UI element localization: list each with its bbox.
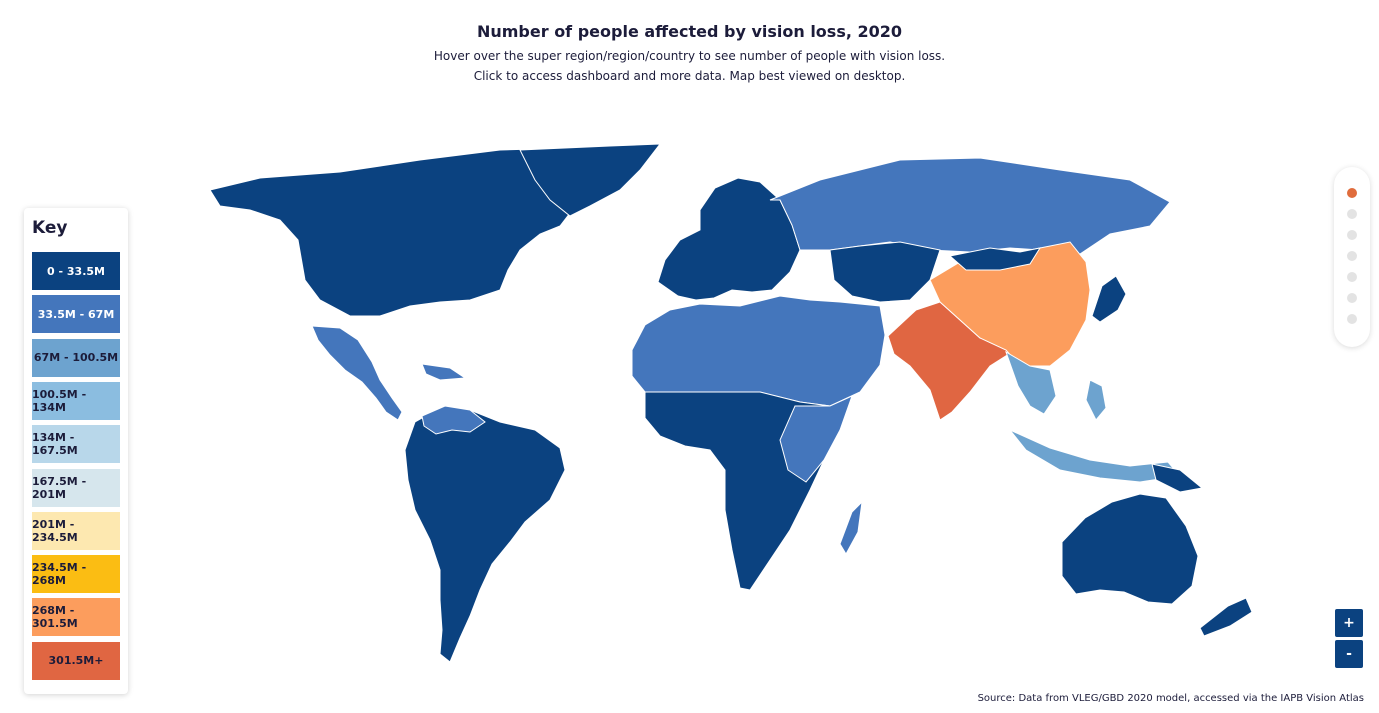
key-item[interactable]: 100.5M - 134M <box>32 381 120 420</box>
region-central-america[interactable] <box>311 325 403 421</box>
key-item[interactable]: 67M - 100.5M <box>32 338 120 377</box>
region-east-africa[interactable] <box>779 395 853 483</box>
key-item[interactable]: 167.5M - 201M <box>32 468 120 507</box>
region-andean-north[interactable] <box>421 405 486 435</box>
nav-dot[interactable] <box>1347 188 1357 198</box>
key-item[interactable]: 301.5M+ <box>32 641 120 680</box>
region-papua[interactable] <box>1151 463 1204 493</box>
region-south-america[interactable] <box>404 407 566 663</box>
subtitle-line-2: Click to access dashboard and more data.… <box>473 69 906 83</box>
region-philippines[interactable] <box>1085 379 1107 421</box>
region-central-asia[interactable] <box>829 241 941 303</box>
nav-dot[interactable] <box>1347 293 1357 303</box>
nav-dot[interactable] <box>1347 251 1357 261</box>
region-caribbean[interactable] <box>421 363 467 381</box>
region-mongolia[interactable] <box>948 247 1042 271</box>
slide-dots <box>1334 167 1370 347</box>
region-north-africa-middle-east[interactable] <box>631 295 886 407</box>
region-australia[interactable] <box>1061 493 1199 605</box>
zoom-in-button[interactable]: + <box>1335 609 1363 637</box>
subtitle-line-1: Hover over the super region/region/count… <box>433 49 946 63</box>
region-madagascar[interactable] <box>839 500 863 556</box>
key-item[interactable]: 201M - 234.5M <box>32 511 120 550</box>
nav-dot[interactable] <box>1347 272 1357 282</box>
key-item[interactable]: 134M - 167.5M <box>32 425 120 464</box>
region-japan[interactable] <box>1091 275 1127 323</box>
key-title: Key <box>32 218 68 238</box>
key-item[interactable]: 268M - 301.5M <box>32 598 120 637</box>
key-item[interactable]: 0 - 33.5M <box>32 252 120 290</box>
region-greenland[interactable] <box>519 143 662 217</box>
region-southeast-asia[interactable] <box>1005 350 1057 415</box>
page-title: Number of people affected by vision loss… <box>476 22 903 41</box>
legend-key: Key 0 - 33.5M 33.5M - 67M 67M - 100.5M 100.… <box>24 208 128 694</box>
region-russia[interactable] <box>769 157 1171 255</box>
source-note: Source: Data from VLEG/GBD 2020 model, a… <box>977 693 1364 704</box>
nav-dot[interactable] <box>1347 230 1357 240</box>
key-item[interactable]: 234.5M - 268M <box>32 555 120 594</box>
world-map[interactable] <box>140 130 1330 690</box>
nav-dot[interactable] <box>1347 209 1357 219</box>
zoom-out-button[interactable]: - <box>1335 640 1363 668</box>
nav-dot[interactable] <box>1347 314 1357 324</box>
key-item[interactable]: 33.5M - 67M <box>32 295 120 334</box>
region-new-zealand[interactable] <box>1199 597 1253 637</box>
